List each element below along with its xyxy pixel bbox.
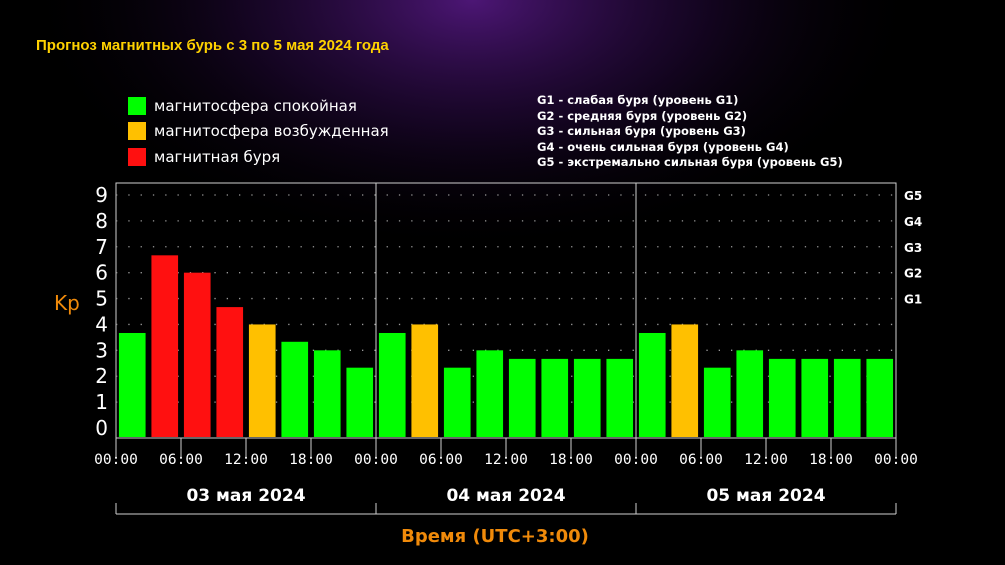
x-tick-label: 18:00 <box>289 452 333 468</box>
x-tick-label: 12:00 <box>744 452 788 468</box>
kp-bar <box>378 332 406 437</box>
kp-bar <box>151 255 179 437</box>
x-tick-label: 00:00 <box>94 452 138 468</box>
kp-bar <box>508 358 536 437</box>
chart-legend: магнитосфера спокойная магнитосфера возб… <box>128 93 389 170</box>
x-tick-label: 00:00 <box>354 452 398 468</box>
kp-bar <box>638 332 666 437</box>
x-tick-label: 00:00 <box>874 452 918 468</box>
kp-bar <box>768 358 796 437</box>
page-title: Прогноз магнитных бурь с 3 по 5 мая 2024… <box>36 37 389 54</box>
x-tick-label: 06:00 <box>159 452 203 468</box>
legend-label-calm: магнитосфера спокойная <box>154 96 357 115</box>
kp-bar <box>671 324 699 437</box>
kp-bar <box>216 307 244 437</box>
x-axis-title: Время (UTC+3:00) <box>401 526 589 547</box>
kp-bar <box>541 358 569 437</box>
day-label: 05 мая 2024 <box>706 486 825 506</box>
legend-label-storm: магнитная буря <box>154 147 281 166</box>
y-tick-label: 2 <box>95 364 108 388</box>
kp-bar <box>736 350 764 437</box>
y-tick-label: 5 <box>95 287 108 311</box>
kp-bar <box>801 358 829 437</box>
g-level-5: G5 - экстремально сильная буря (уровень … <box>537 155 843 169</box>
g-tick-label: G3 <box>904 241 922 255</box>
kp-bar <box>281 341 309 437</box>
kp-bar <box>866 358 894 437</box>
x-tick-label: 18:00 <box>809 452 853 468</box>
kp-bar <box>833 358 861 437</box>
kp-bar <box>248 324 276 437</box>
legend-swatch-excited <box>128 122 146 141</box>
kp-bar <box>411 324 439 437</box>
x-tick-label: 18:00 <box>549 452 593 468</box>
x-tick-label: 12:00 <box>484 452 528 468</box>
g-level-4: G4 - очень сильная буря (уровень G4) <box>537 139 789 154</box>
kp-bar <box>443 367 471 437</box>
y-tick-label: 9 <box>95 183 108 207</box>
kp-bar <box>703 367 731 437</box>
g-tick-label: G1 <box>904 293 922 307</box>
g-level-3: G3 - сильная буря (уровень G3) <box>537 124 746 138</box>
legend-item-excited: магнитосфера возбужденная <box>128 119 389 145</box>
kp-bar <box>183 272 211 437</box>
g-tick-label: G5 <box>904 189 922 203</box>
kp-bar <box>346 367 374 437</box>
y-tick-label: 1 <box>95 390 108 414</box>
legend-item-calm: магнитосфера спокойная <box>128 93 389 119</box>
x-tick-label: 12:00 <box>224 452 268 468</box>
kp-bar <box>313 350 341 437</box>
legend-item-storm: магнитная буря <box>128 144 389 170</box>
kp-bar <box>573 358 601 437</box>
g-level-2: G2 - средняя буря (уровень G2) <box>537 108 748 123</box>
y-tick-label: 0 <box>95 416 108 440</box>
y-tick-label: 8 <box>95 209 108 233</box>
kp-bar <box>118 332 146 437</box>
y-tick-label: 7 <box>95 235 108 259</box>
g-tick-label: G2 <box>904 267 922 281</box>
y-tick-label: 4 <box>95 312 108 336</box>
kp-bar <box>476 350 504 437</box>
x-tick-label: 06:00 <box>419 452 463 468</box>
y-tick-label: 6 <box>95 261 108 285</box>
x-tick-label: 06:00 <box>679 452 723 468</box>
x-tick-label: 00:00 <box>614 452 658 468</box>
g-tick-label: G4 <box>904 215 922 229</box>
g-level-legend: G1 - слабая буря (уровень G1) G2 - средн… <box>537 93 843 171</box>
legend-label-excited: магнитосфера возбужденная <box>154 122 389 141</box>
g-level-1: G1 - слабая буря (уровень G1) <box>537 93 739 107</box>
kp-bar <box>606 358 634 437</box>
day-label: 04 мая 2024 <box>446 486 565 506</box>
day-label: 03 мая 2024 <box>186 486 305 506</box>
legend-swatch-storm <box>128 147 146 166</box>
y-axis-title: Kp <box>54 291 80 315</box>
legend-swatch-calm <box>128 96 146 115</box>
y-tick-label: 3 <box>95 338 108 362</box>
